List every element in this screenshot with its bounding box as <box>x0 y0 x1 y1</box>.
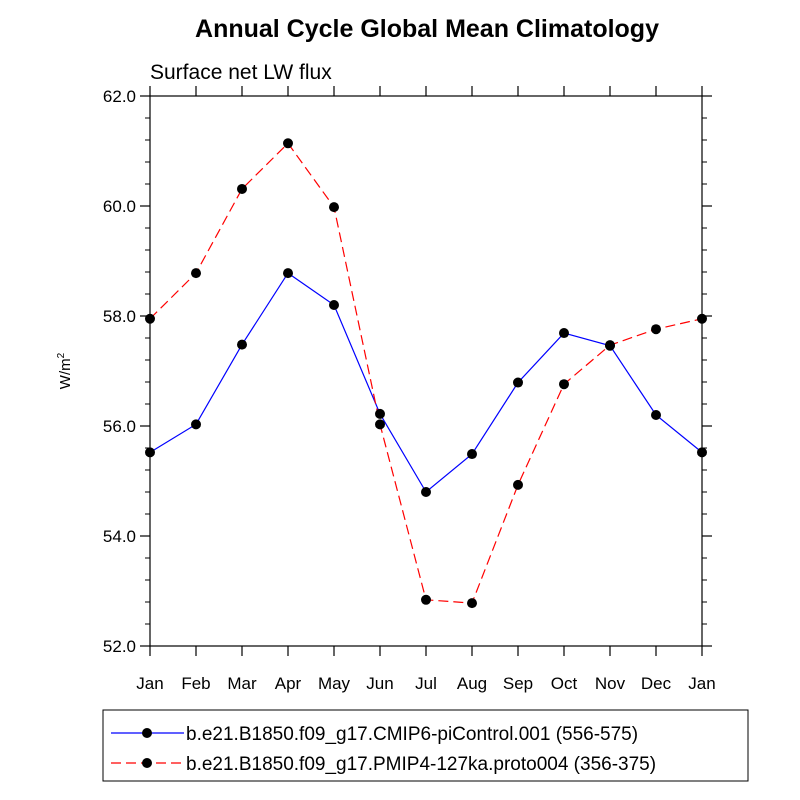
series-1-point <box>651 410 661 420</box>
x-tick-label: May <box>318 674 351 693</box>
series-1-point <box>513 377 523 388</box>
x-tick-label: Dec <box>641 674 672 693</box>
legend: b.e21.B1850.f09_g17.CMIP6-piControl.001 … <box>102 709 749 782</box>
series-2-point <box>191 268 201 279</box>
y-tick-label: 62.0 <box>103 87 136 106</box>
y-tick-label: 52.0 <box>103 637 136 656</box>
legend-box <box>102 709 749 782</box>
series-2-point <box>283 138 293 149</box>
series-1-point <box>329 300 339 310</box>
series-2-point <box>237 183 247 194</box>
series-1-point <box>467 449 477 460</box>
chart-title: Annual Cycle Global Mean Climatology <box>195 15 659 43</box>
y-tick-label: 56.0 <box>103 417 136 436</box>
y-axis-label-unit: W/m <box>57 358 74 389</box>
y-axis-label: W/m2 <box>56 352 74 389</box>
series-line-1 <box>149 272 703 493</box>
y-tick-label: 58.0 <box>103 307 136 326</box>
series-layer <box>145 138 707 609</box>
legend-marker-1 <box>142 728 152 738</box>
series-1-point <box>375 408 385 419</box>
ticks-layer: 52.0 54.0 56.0 58.0 60.0 62.0 Jan Feb Mar Apr May J… <box>103 86 716 693</box>
x-tick-label: Jul <box>415 674 437 693</box>
x-tick-label: Jun <box>366 674 393 693</box>
y-axis-label-superscript: 2 <box>56 352 67 358</box>
y-tick-label: 54.0 <box>103 527 136 546</box>
x-tick-label: Nov <box>595 674 626 693</box>
series-1-point <box>283 268 293 279</box>
series-1-point <box>237 339 247 350</box>
legend-label-1: b.e21.B1850.f09_g17.CMIP6-piControl.001 … <box>186 724 638 745</box>
series-1-point <box>421 487 431 497</box>
series-2-point <box>605 340 615 351</box>
x-tick-label: Aug <box>457 674 487 693</box>
series-2-point <box>559 379 569 390</box>
plot-frame <box>149 95 703 647</box>
y-tick-label: 60.0 <box>103 197 136 216</box>
series-2-point <box>651 324 661 335</box>
series-1-point <box>559 328 569 339</box>
series-2-point <box>467 598 477 609</box>
series-line-2 <box>149 142 703 604</box>
legend-label-2: b.e21.B1850.f09_g17.PMIP4-127ka.proto004… <box>186 754 656 775</box>
series-2-point <box>329 202 339 213</box>
x-tick-label: Apr <box>275 674 302 693</box>
x-tick-label: Mar <box>227 674 257 693</box>
x-tick-label: Jan <box>688 674 715 693</box>
series-2-point <box>421 594 431 605</box>
chart-subtitle: Surface net LW flux <box>150 61 332 84</box>
series-2-point <box>375 419 385 430</box>
x-tick-label: Feb <box>181 674 210 693</box>
x-tick-label: Oct <box>551 674 578 693</box>
x-tick-label: Sep <box>503 674 533 693</box>
x-tick-label: Jan <box>136 674 163 693</box>
series-1-point <box>191 419 201 430</box>
series-2-point <box>513 479 523 490</box>
legend-marker-2 <box>142 758 152 768</box>
y-axis-label-group: W/m2 <box>56 352 74 389</box>
